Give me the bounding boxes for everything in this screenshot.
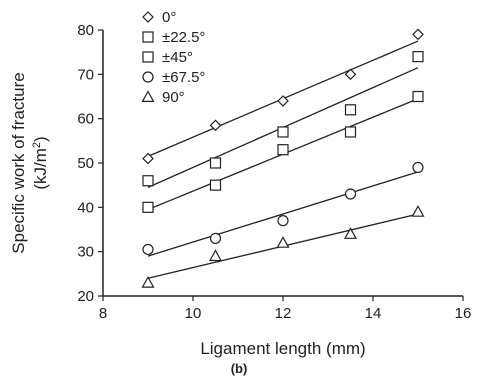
data-point bbox=[412, 50, 424, 63]
y-tick-label: 50 bbox=[77, 155, 94, 172]
legend-label: 90° bbox=[162, 89, 185, 106]
legend-marker bbox=[142, 51, 154, 63]
y-tick-label: 80 bbox=[77, 22, 94, 39]
y-tick-label: 40 bbox=[77, 199, 94, 216]
legend-label: ±22.5° bbox=[162, 29, 205, 46]
data-point bbox=[142, 152, 154, 165]
data-point bbox=[208, 249, 223, 262]
x-tick-label: 10 bbox=[185, 305, 202, 322]
y-unit-exponent: 2 bbox=[31, 142, 43, 148]
data-point bbox=[411, 205, 425, 217]
y-tick-label: 60 bbox=[77, 111, 94, 128]
data-point bbox=[412, 161, 424, 174]
y-axis-label: Specific work of fracture bbox=[9, 72, 28, 253]
y-unit-suffix: ) bbox=[31, 136, 50, 142]
data-point bbox=[142, 201, 154, 213]
data-point bbox=[141, 275, 155, 288]
axes bbox=[102, 30, 463, 297]
data-point bbox=[344, 68, 357, 81]
x-tick-label: 16 bbox=[455, 305, 472, 322]
y-tick-label: 30 bbox=[77, 244, 94, 261]
y-unit-prefix: (kJ/m bbox=[31, 148, 50, 190]
x-axis-label: Ligament length (mm) bbox=[200, 339, 365, 358]
y-tick-label: 70 bbox=[77, 66, 94, 83]
legend-marker bbox=[142, 71, 154, 83]
y-tick-label: 20 bbox=[77, 288, 94, 305]
data-markers bbox=[141, 28, 425, 288]
legend-marker bbox=[142, 11, 154, 23]
panel-label: (b) bbox=[231, 361, 248, 376]
x-tick-label: 12 bbox=[275, 305, 292, 322]
legend-label: ±45° bbox=[162, 49, 193, 66]
data-point bbox=[277, 144, 289, 156]
x-tick-label: 14 bbox=[365, 305, 382, 322]
data-point bbox=[276, 236, 290, 248]
data-point bbox=[277, 215, 289, 227]
data-point bbox=[209, 157, 222, 169]
data-point bbox=[344, 104, 357, 116]
data-point bbox=[412, 28, 424, 41]
data-point bbox=[142, 175, 154, 187]
data-point bbox=[344, 188, 357, 200]
x-tick-label: 8 bbox=[99, 305, 107, 322]
y-axis-unit-label: (kJ/m2) bbox=[31, 136, 50, 189]
data-point bbox=[209, 232, 222, 244]
legend-label: ±67.5° bbox=[162, 69, 205, 86]
data-point bbox=[343, 227, 358, 239]
data-point bbox=[142, 243, 154, 256]
legend: 0° ±22.5° ±45° ±67.5° 90° bbox=[141, 9, 205, 106]
data-point bbox=[277, 95, 289, 107]
legend-marker bbox=[141, 90, 155, 103]
data-point bbox=[412, 90, 424, 103]
data-point bbox=[209, 179, 222, 191]
fit-line-3 bbox=[147, 171, 419, 257]
data-point bbox=[209, 119, 222, 132]
data-point bbox=[344, 126, 357, 138]
ticks: 8 10 12 14 16 20 30 40 50 60 70 80 bbox=[77, 22, 471, 322]
legend-label: 0° bbox=[162, 9, 176, 26]
data-point bbox=[277, 126, 289, 138]
legend-marker bbox=[142, 31, 154, 43]
